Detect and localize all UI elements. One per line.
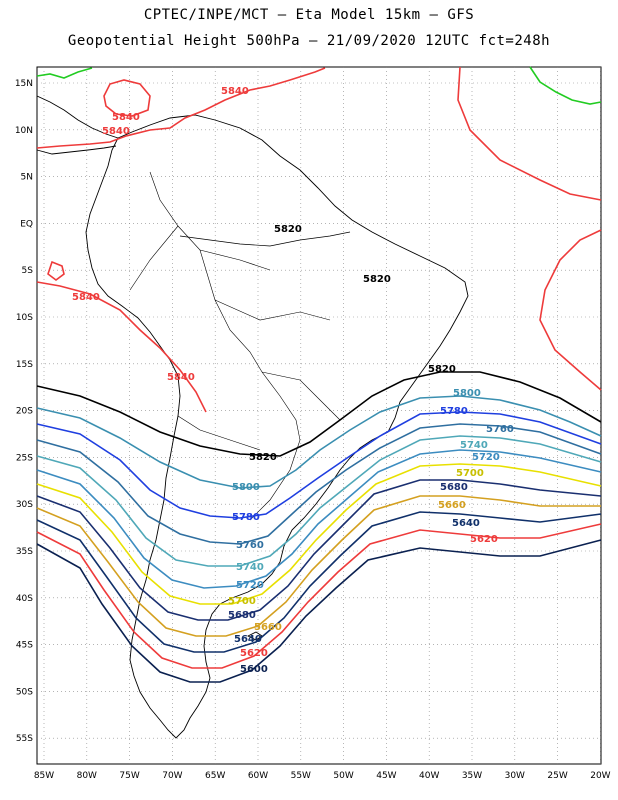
label-5820: 5820 bbox=[363, 274, 391, 285]
label-5680: 5680 bbox=[440, 482, 468, 493]
label-5780: 5780 bbox=[232, 512, 260, 523]
label-5840: 5840 bbox=[72, 292, 100, 303]
amazon-river bbox=[179, 231, 351, 247]
lat-label: 40S bbox=[16, 594, 33, 604]
lat-label: 45S bbox=[16, 641, 33, 651]
label-5800: 5800 bbox=[453, 388, 481, 399]
contour-5840-loop bbox=[103, 79, 151, 117]
label-5720: 5720 bbox=[236, 580, 264, 591]
contour-5840-west bbox=[36, 281, 207, 413]
longitude-labels: 85W 80W 75W 70W 65W 60W 55W 50W 45W 40W 35W 30W 25W 2… bbox=[34, 771, 611, 781]
chart-title-line2: Geopotential Height 500hPa — 21/09/2020 … bbox=[67, 33, 551, 49]
contour-5840-east2 bbox=[539, 229, 602, 391]
label-5660: 5660 bbox=[254, 622, 282, 633]
label-5640: 5640 bbox=[452, 518, 480, 529]
lat-label: 5S bbox=[22, 266, 34, 276]
lon-label: 20W bbox=[590, 771, 610, 781]
label-5760: 5760 bbox=[486, 424, 514, 435]
latitude-labels: 15N 10N 5N EQ 5S 10S 15S 20S 25S 30S 35S 40S 45S 50S 5… bbox=[15, 79, 33, 744]
contour-5840-north bbox=[36, 67, 326, 149]
lat-label: 50S bbox=[16, 687, 33, 697]
label-5680: 5680 bbox=[228, 610, 256, 621]
lat-label: 15S bbox=[16, 360, 33, 370]
label-5800: 5800 bbox=[232, 482, 260, 493]
contour-green-ne bbox=[529, 66, 602, 105]
contour-labels: 5840 5840 5840 5840 5840 5820 5820 5820 … bbox=[72, 86, 514, 675]
contour-green bbox=[36, 66, 602, 105]
contour-5800 bbox=[36, 395, 602, 489]
lat-label: 55S bbox=[16, 734, 33, 744]
contour-5780 bbox=[36, 411, 602, 519]
lon-label: 65W bbox=[205, 771, 225, 781]
contour-5640 bbox=[36, 511, 602, 653]
label-5700: 5700 bbox=[456, 468, 484, 479]
contour-5740 bbox=[36, 435, 602, 567]
label-5700: 5700 bbox=[228, 596, 256, 607]
chart-title-line1: CPTEC/INPE/MCT — Eta Model 15km — GFS bbox=[143, 7, 475, 23]
lat-lon-grid bbox=[37, 67, 601, 764]
label-5780: 5780 bbox=[440, 406, 468, 417]
lon-label: 70W bbox=[162, 771, 182, 781]
label-5840: 5840 bbox=[102, 126, 130, 137]
contour-5720 bbox=[36, 449, 602, 589]
lat-label: 20S bbox=[16, 407, 33, 417]
contour-green-nw bbox=[36, 67, 93, 79]
label-5620: 5620 bbox=[240, 648, 268, 659]
label-5740: 5740 bbox=[236, 562, 264, 573]
label-5740: 5740 bbox=[460, 440, 488, 451]
lat-label: 10N bbox=[15, 126, 33, 136]
lon-label: 75W bbox=[119, 771, 139, 781]
label-5660: 5660 bbox=[438, 500, 466, 511]
lat-label: 15N bbox=[15, 79, 33, 89]
contour-5680 bbox=[36, 479, 602, 621]
label-5840: 5840 bbox=[112, 112, 140, 123]
lon-label: 80W bbox=[77, 771, 97, 781]
label-5840: 5840 bbox=[167, 372, 195, 383]
central-america-coastline-south bbox=[36, 145, 117, 155]
lon-label: 40W bbox=[419, 771, 439, 781]
label-5720: 5720 bbox=[472, 452, 500, 463]
lon-label: 35W bbox=[462, 771, 482, 781]
lon-label: 85W bbox=[34, 771, 54, 781]
label-5840: 5840 bbox=[221, 86, 249, 97]
contour-5700 bbox=[36, 463, 602, 605]
label-5620: 5620 bbox=[470, 534, 498, 545]
lon-label: 45W bbox=[376, 771, 396, 781]
label-5640: 5640 bbox=[234, 634, 262, 645]
geopotential-contours bbox=[36, 66, 602, 683]
contour-5620 bbox=[36, 523, 602, 669]
map-frame bbox=[36, 66, 602, 765]
contour-5760 bbox=[36, 423, 602, 545]
contour-5820 bbox=[36, 371, 602, 457]
lon-label: 60W bbox=[248, 771, 268, 781]
lon-label: 55W bbox=[291, 771, 311, 781]
lat-label: 10S bbox=[16, 313, 33, 323]
lat-label: 35S bbox=[16, 547, 33, 557]
lon-label: 50W bbox=[333, 771, 353, 781]
label-5820: 5820 bbox=[428, 364, 456, 375]
contour-5600 bbox=[36, 539, 602, 683]
contour-5840-small bbox=[47, 260, 65, 281]
label-5760: 5760 bbox=[236, 540, 264, 551]
lat-label: 30S bbox=[16, 500, 33, 510]
lon-label: 25W bbox=[547, 771, 567, 781]
label-5820: 5820 bbox=[274, 224, 302, 235]
lat-label: EQ bbox=[20, 219, 33, 229]
lat-label: 5N bbox=[21, 173, 33, 183]
country-borders bbox=[129, 171, 341, 521]
contour-5660 bbox=[36, 495, 601, 637]
central-america-coastline bbox=[36, 95, 119, 139]
contour-5840-east bbox=[457, 66, 602, 201]
label-5820: 5820 bbox=[249, 452, 277, 463]
lon-label: 30W bbox=[505, 771, 525, 781]
label-5600: 5600 bbox=[240, 664, 268, 675]
lat-label: 25S bbox=[16, 453, 33, 463]
